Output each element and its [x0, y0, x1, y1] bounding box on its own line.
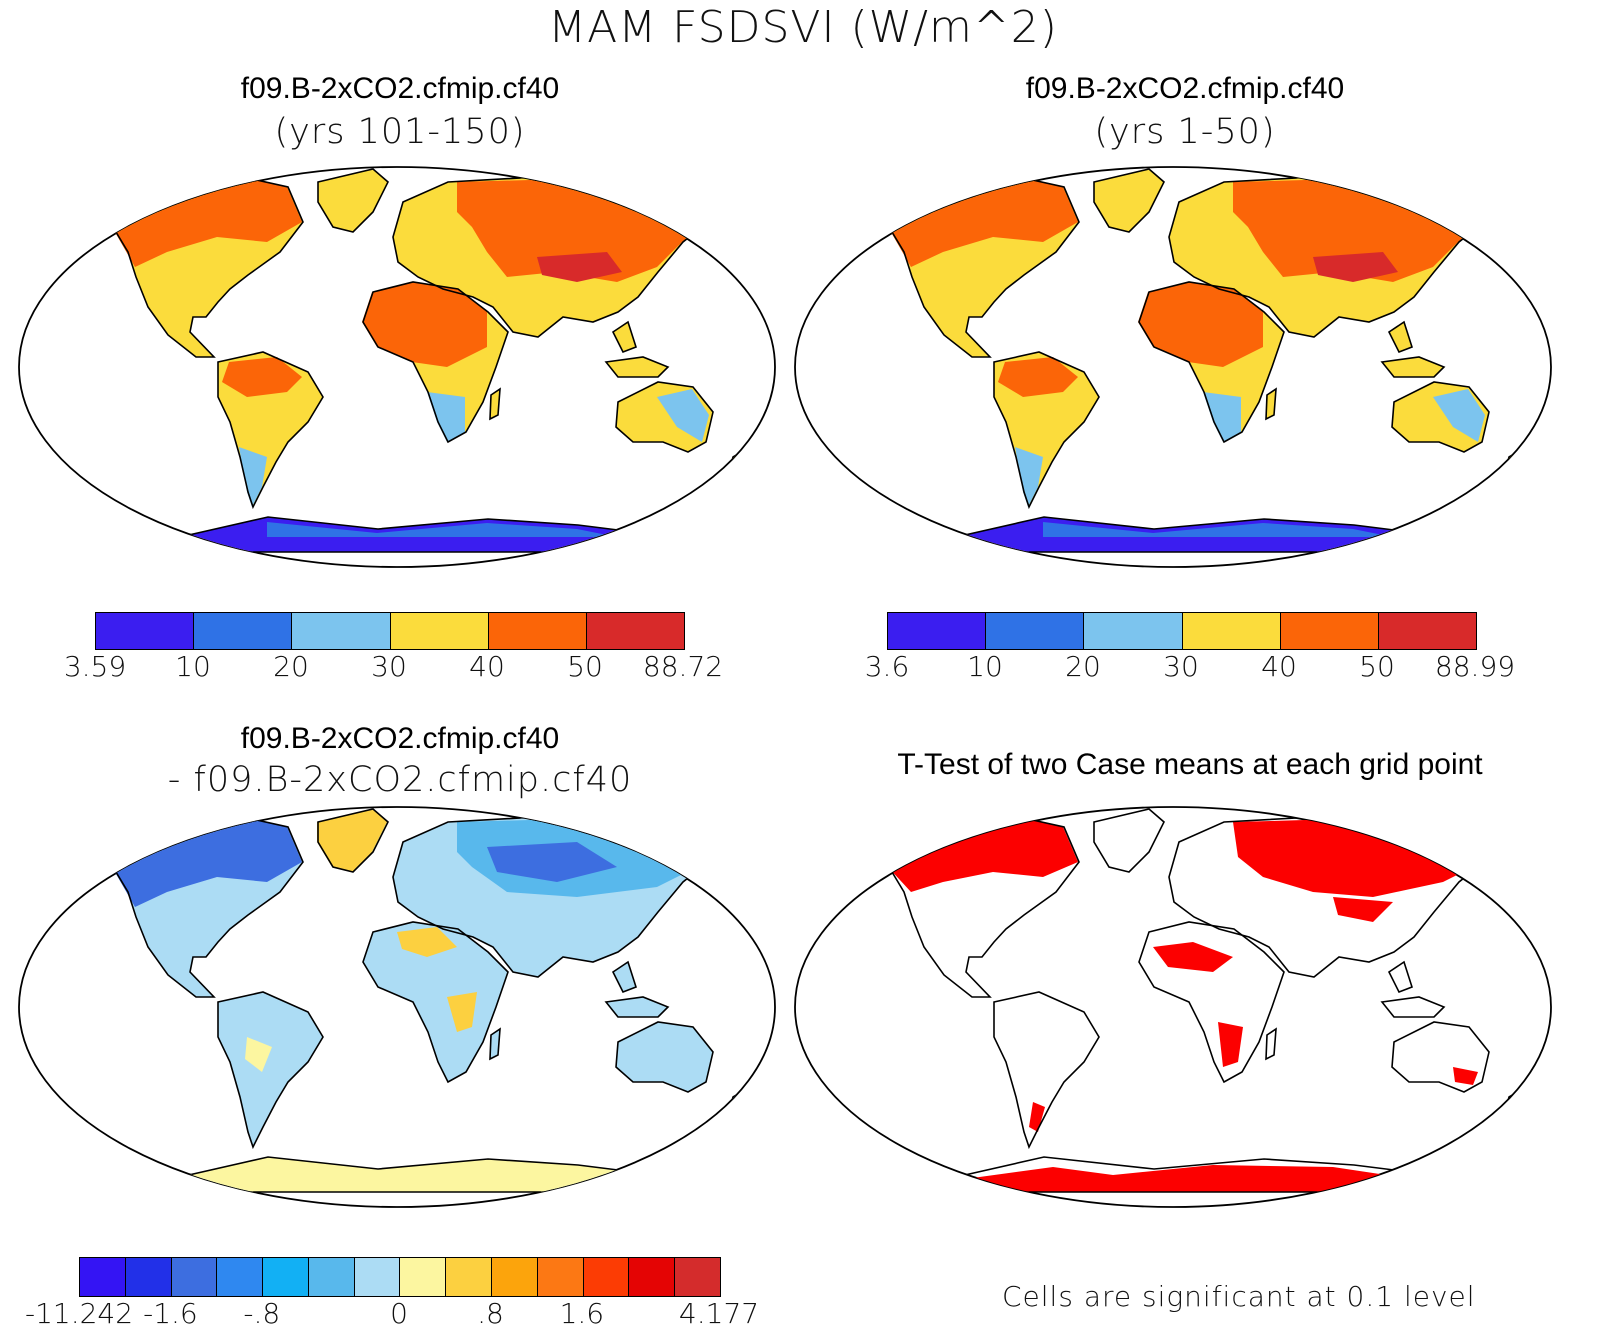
panel-3-subtitle: - f09.B-2xCO2.cfmip.cf40 — [167, 760, 633, 800]
colorbar-2-tick-label: 10 — [967, 650, 1003, 683]
colorbar-2-tick-label: 88.99 — [1434, 650, 1516, 683]
colorbar-1-tick-label: 20 — [273, 650, 309, 683]
figure-title: MAM FSDSVI (W/m^2) — [548, 2, 1058, 53]
map-panel-2 — [794, 166, 1552, 568]
significance-note: Cells are significant at 0.1 level — [1002, 1280, 1476, 1313]
colorbar-3-cell — [537, 1258, 584, 1296]
colorbar-3-cell — [263, 1258, 309, 1296]
colorbar-panel-1 — [95, 612, 685, 650]
map-panel-3 — [18, 806, 776, 1208]
colorbar-1-tick-label: 40 — [469, 650, 505, 683]
colorbar-2-tick-label: 20 — [1065, 650, 1101, 683]
colorbar-2-cell — [1378, 613, 1477, 649]
colorbar-3-cell — [80, 1258, 126, 1296]
colorbar-3-tick-label: 1.6 — [559, 1297, 605, 1330]
colorbar-3-tick-label: -.8 — [243, 1297, 281, 1330]
colorbar-1-tick-label: 3.59 — [63, 650, 127, 683]
colorbar-3-cell — [629, 1258, 676, 1296]
colorbar-3-cell — [217, 1258, 264, 1296]
colorbar-3-cell — [125, 1258, 172, 1296]
colorbar-1-cell — [96, 613, 195, 649]
panel-1-subtitle: (yrs 101-150) — [274, 112, 526, 152]
colorbar-2-cell — [888, 613, 987, 649]
colorbar-1-cell — [488, 613, 587, 649]
colorbar-2-tick-label: 3.6 — [864, 650, 910, 683]
colorbar-3-cell — [583, 1258, 630, 1296]
colorbar-3-cell — [400, 1258, 447, 1296]
colorbar-3-cell — [354, 1258, 401, 1296]
colorbar-1-cell — [586, 613, 685, 649]
panel-4-title: T-Test of two Case means at each grid po… — [897, 748, 1483, 781]
colorbar-panel-3 — [79, 1257, 721, 1297]
colorbar-3-tick-label: 4.177 — [678, 1297, 760, 1330]
colorbar-3-tick-label: -11.242 — [24, 1297, 134, 1330]
colorbar-3-cell — [308, 1258, 355, 1296]
colorbar-1-tick-label: 10 — [175, 650, 211, 683]
colorbar-panel-2 — [887, 612, 1477, 650]
panel-2-title: f09.B-2xCO2.cfmip.cf40 — [1025, 72, 1345, 105]
colorbar-1-tick-label: 50 — [567, 650, 603, 683]
colorbar-2-cell — [1182, 613, 1281, 649]
colorbar-3-tick-label: 0 — [390, 1297, 408, 1330]
colorbar-3-cell — [171, 1258, 218, 1296]
colorbar-2-cell — [986, 613, 1085, 649]
panel-2-subtitle: (yrs 1-50) — [1094, 112, 1276, 152]
map-panel-1 — [18, 166, 776, 568]
panel-3-title: f09.B-2xCO2.cfmip.cf40 — [240, 722, 560, 755]
colorbar-3-tick-label: -1.6 — [143, 1297, 198, 1330]
panel-1-title: f09.B-2xCO2.cfmip.cf40 — [240, 72, 560, 105]
colorbar-3-cell — [446, 1258, 493, 1296]
colorbar-1-cell — [194, 613, 293, 649]
colorbar-2-tick-label: 30 — [1163, 650, 1199, 683]
colorbar-1-cell — [292, 613, 391, 649]
map-panel-4 — [794, 806, 1552, 1208]
colorbar-1-cell — [390, 613, 489, 649]
colorbar-3-cell — [675, 1258, 720, 1296]
colorbar-2-cell — [1280, 613, 1379, 649]
colorbar-1-tick-label: 88.72 — [642, 650, 724, 683]
colorbar-3-tick-label: .8 — [477, 1297, 504, 1330]
colorbar-2-cell — [1084, 613, 1183, 649]
colorbar-2-tick-label: 40 — [1261, 650, 1297, 683]
colorbar-3-cell — [492, 1258, 538, 1296]
colorbar-1-tick-label: 30 — [371, 650, 407, 683]
colorbar-2-tick-label: 50 — [1359, 650, 1395, 683]
